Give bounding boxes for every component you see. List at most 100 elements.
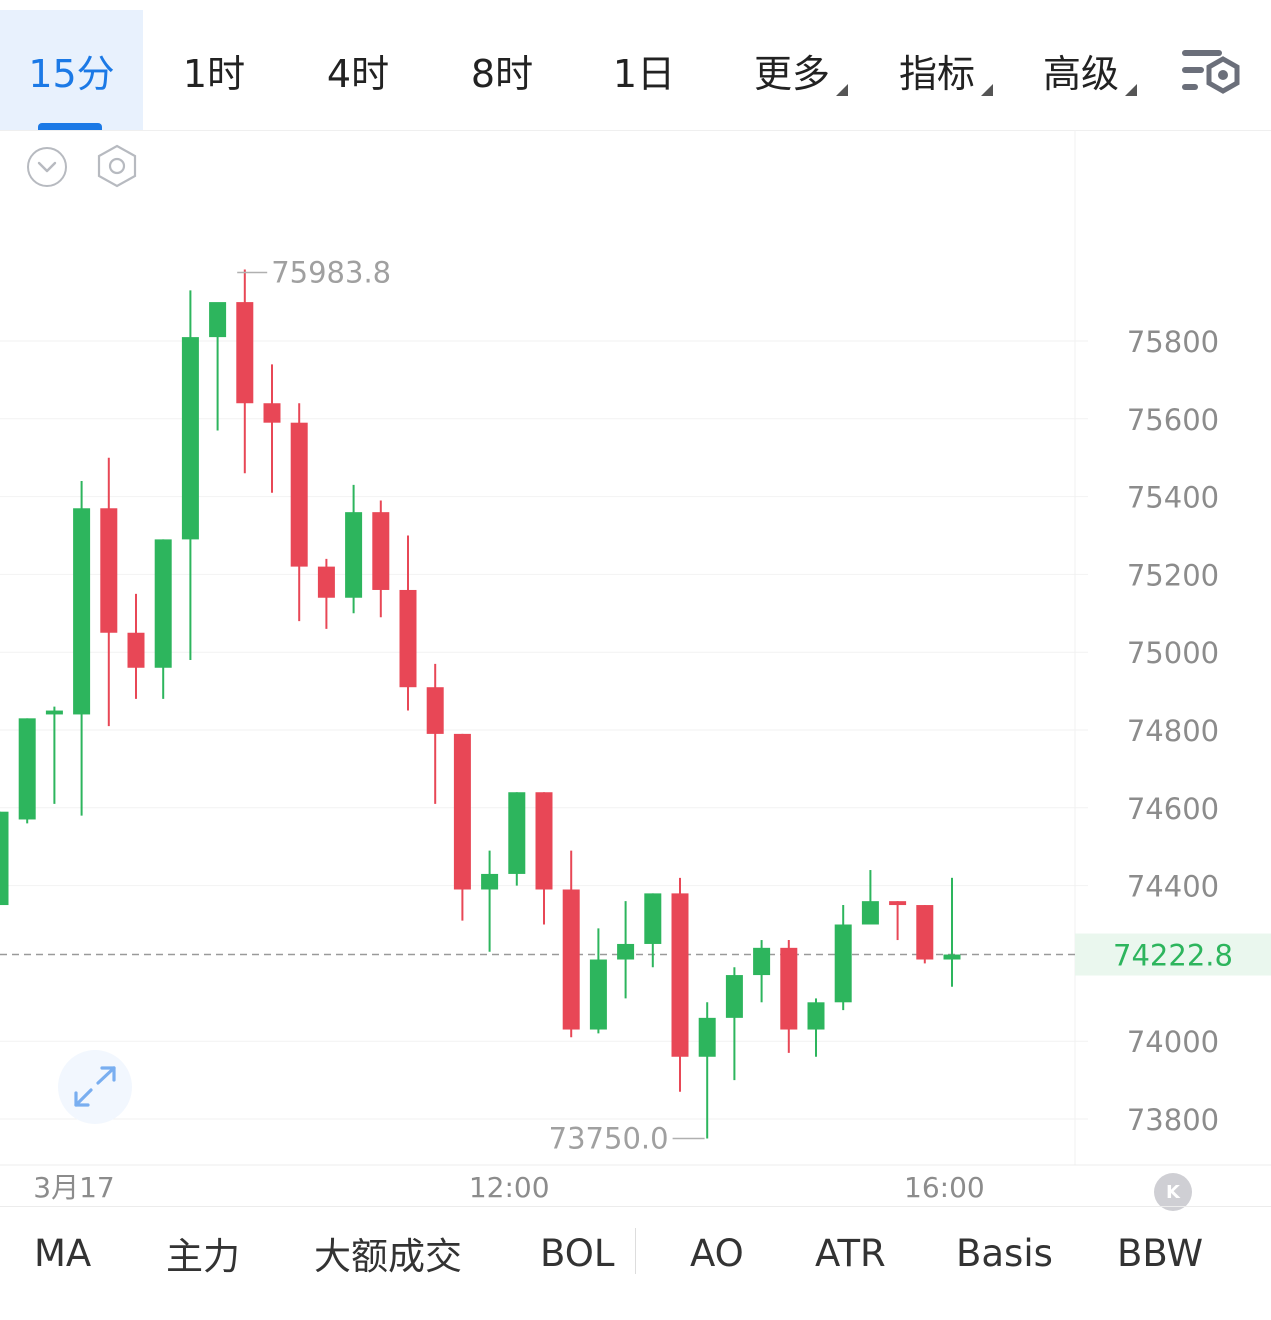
tab-label: 更多 — [753, 51, 830, 96]
y-tick-label: 73800 — [1127, 1103, 1219, 1137]
dropdown-caret-icon — [981, 84, 993, 96]
candle-body — [589, 959, 607, 1030]
candle-body — [562, 889, 580, 1030]
indicator-label: 大额成交 — [314, 1235, 462, 1278]
candle-body — [263, 403, 281, 423]
indicator-ma[interactable]: MA — [34, 1208, 91, 1298]
candle-body — [943, 954, 961, 960]
indicator-main-force[interactable]: 主力 — [166, 1208, 240, 1298]
indicator-bbw[interactable]: BBW — [1117, 1208, 1203, 1298]
candle-body — [453, 733, 471, 890]
k-logo-icon[interactable]: K — [1154, 1173, 1192, 1211]
candle-body — [372, 512, 390, 590]
candle-body — [671, 893, 689, 1057]
candle-body — [236, 302, 254, 404]
indicator-label: BBW — [1117, 1231, 1204, 1275]
candle-body — [317, 566, 335, 598]
current-price-label: 74222.8 — [1113, 939, 1233, 973]
tab-advanced-dropdown[interactable]: 高级 — [1041, 10, 1137, 130]
candle-body — [753, 947, 771, 976]
max-price-label: 75983.8 — [271, 256, 391, 290]
tab-1d[interactable]: 1日 — [580, 10, 708, 130]
candle-body — [834, 924, 852, 1003]
current-price-tag — [1075, 933, 1271, 976]
tab-1h[interactable]: 1时 — [150, 10, 278, 130]
y-tick-label: 74800 — [1127, 714, 1219, 748]
y-tick-label: 74400 — [1127, 870, 1219, 904]
tab-label: 1日 — [612, 51, 676, 96]
tab-label: 高级 — [1042, 51, 1119, 96]
tab-indicators-dropdown[interactable]: 指标 — [897, 10, 993, 130]
y-tick-label: 75000 — [1127, 636, 1219, 670]
candle-body — [861, 901, 879, 925]
candle-body — [644, 893, 662, 944]
indicator-label: 主力 — [166, 1235, 240, 1278]
indicator-separator — [635, 1228, 636, 1274]
tab-label: 1时 — [182, 51, 246, 96]
y-tick-label: 75800 — [1127, 325, 1219, 359]
candle-body — [18, 718, 36, 820]
tab-label: 15分 — [28, 51, 115, 96]
indicator-atr[interactable]: ATR — [815, 1208, 886, 1298]
y-tick-label: 74600 — [1127, 792, 1219, 826]
candle-body — [780, 947, 798, 1030]
indicator-label: BOL — [540, 1231, 615, 1275]
candle-body — [399, 589, 417, 688]
candle-body — [345, 512, 363, 598]
header-divider — [0, 130, 1271, 131]
y-tick-label: 75600 — [1127, 403, 1219, 437]
x-tick-label: 3月17 — [33, 1171, 114, 1204]
candle-body — [481, 873, 499, 890]
candle-body — [209, 302, 227, 338]
tab-8h[interactable]: 8时 — [438, 10, 566, 130]
indicator-label: Basis — [956, 1231, 1053, 1275]
y-tick-label: 75400 — [1127, 481, 1219, 515]
candle-body — [127, 632, 145, 668]
candle-body — [0, 811, 9, 906]
y-tick-label: 75200 — [1127, 558, 1219, 592]
candle-body — [916, 905, 934, 960]
expand-button[interactable] — [58, 1050, 132, 1124]
candle-body — [45, 710, 63, 715]
candle-body — [889, 901, 907, 906]
tab-4h[interactable]: 4时 — [294, 10, 422, 130]
candle-body — [426, 687, 444, 734]
indicator-label: ATR — [815, 1231, 886, 1275]
k-label: K — [1166, 1181, 1180, 1203]
tab-label: 8时 — [470, 51, 534, 96]
candle-body — [807, 1002, 825, 1030]
tab-15m[interactable]: 15分 — [0, 10, 143, 130]
interval-tab-bar: 15分 1时 4时 8时 1日 更多 指标 高级 — [0, 0, 1271, 130]
indicator-ao[interactable]: AO — [690, 1208, 744, 1298]
candlestick-chart: 75800 75600 75400 75200 75000 74800 74600 74400… — [0, 130, 1271, 1204]
indicator-divider — [0, 1206, 1271, 1207]
candle-body — [290, 422, 308, 567]
candle-body — [154, 539, 172, 668]
indicator-label: AO — [690, 1231, 744, 1275]
list-settings-icon[interactable] — [1178, 44, 1244, 100]
candle-body — [535, 792, 553, 890]
indicator-bol[interactable]: BOL — [540, 1208, 614, 1298]
x-tick-label: 16:00 — [904, 1171, 985, 1204]
chevron-down-circle-icon[interactable] — [26, 146, 68, 188]
candle-body — [617, 943, 635, 960]
hexagon-settings-icon[interactable] — [94, 143, 140, 189]
candle-body — [725, 975, 743, 1018]
min-price-label: 73750.0 — [549, 1121, 669, 1155]
dropdown-caret-icon — [1125, 84, 1137, 96]
candle-body — [73, 508, 91, 715]
tab-label: 指标 — [898, 51, 975, 96]
dropdown-caret-icon — [836, 84, 848, 96]
x-tick-label: 12:00 — [469, 1171, 550, 1204]
tab-more-dropdown[interactable]: 更多 — [752, 10, 848, 130]
candle-body — [181, 337, 199, 540]
y-tick-label: 74000 — [1127, 1025, 1219, 1059]
indicator-bar: MA 主力 大额成交 BOL AO ATR Basis BBW — [0, 1208, 1271, 1298]
indicator-large-trades[interactable]: 大额成交 — [314, 1208, 462, 1298]
expand-arrows-icon — [74, 1066, 116, 1107]
indicator-basis[interactable]: Basis — [956, 1208, 1053, 1298]
candle-body — [508, 792, 526, 874]
indicator-label: MA — [34, 1231, 92, 1275]
tab-label: 4时 — [326, 51, 390, 96]
candle-body — [100, 508, 118, 633]
